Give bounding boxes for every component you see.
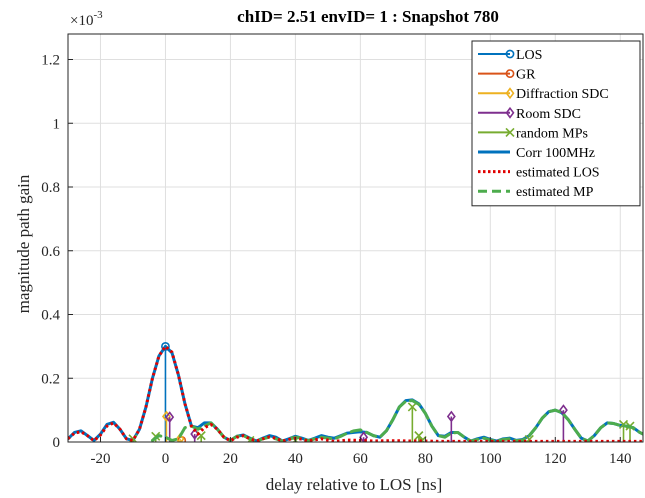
- legend-label: Room SDC: [516, 107, 581, 122]
- y-exponent-power: -3: [93, 9, 103, 21]
- y-exponent-base: ×10: [70, 13, 93, 29]
- legend-label: GR: [516, 68, 536, 83]
- legend-marker: [505, 127, 515, 137]
- stem-marker-random-mps-5: [407, 402, 417, 412]
- legend-item: random MPs: [478, 126, 588, 141]
- y-tick-label: 0.2: [41, 371, 60, 387]
- stem-marker-random-mps-6: [414, 431, 424, 441]
- legend-item: Diffraction SDC: [478, 87, 609, 102]
- stem-marker-random-mps-8: [524, 434, 534, 442]
- y-exponent-label: ×10-3: [70, 9, 103, 29]
- x-tick-label: 20: [223, 451, 238, 467]
- legend-label: Diffraction SDC: [516, 87, 609, 102]
- plot-area: [68, 341, 643, 442]
- legend-label: random MPs: [516, 126, 588, 141]
- legend-marker: [505, 87, 515, 100]
- y-axis-label: magnitude path gain: [14, 174, 33, 313]
- x-tick-label: 60: [353, 451, 368, 467]
- y-tick-label: 1.2: [41, 53, 60, 69]
- legend-box: [471, 40, 641, 207]
- stem-marker-room-sdc-3: [446, 410, 456, 423]
- legend-item: estimated MP: [478, 185, 594, 200]
- legend-item: LOS: [478, 48, 542, 63]
- legend: LOS GR Diffraction SDC Room SDC random MPs Co…: [471, 40, 641, 207]
- x-tick-label: 40: [288, 451, 303, 467]
- legend-label: estimated LOS: [516, 166, 600, 181]
- plot-frame: [67, 33, 644, 443]
- curve-estimated-mp: [150, 399, 643, 442]
- y-tick-label: 0.4: [41, 308, 60, 324]
- tick-layer: -20 0 20 40 60 80 100 120 140 0 0.2 0.4 0.6 0.8 1 1.2: [41, 53, 631, 468]
- legend-item: Corr 100MHz: [478, 146, 595, 161]
- stem-marker-room-sdc-0: [165, 411, 175, 424]
- curve-estimated-los: [68, 344, 643, 442]
- chart-title: chID= 2.51 envID= 1 : Snapshot 780: [237, 7, 499, 26]
- x-tick-label: 140: [609, 451, 632, 467]
- legend-marker: [505, 69, 515, 78]
- data-layer: [68, 341, 643, 442]
- legend-item: Room SDC: [478, 107, 581, 122]
- legend-label: LOS: [516, 48, 542, 63]
- x-tick-label: 100: [479, 451, 502, 467]
- legend-item: GR: [478, 68, 536, 83]
- x-tick-label: -20: [90, 451, 110, 467]
- legend-marker: [505, 106, 515, 119]
- x-tick-label: 120: [544, 451, 567, 467]
- x-tick-label: 80: [418, 451, 433, 467]
- y-tick-label: 1: [53, 116, 61, 132]
- legend-item: estimated LOS: [478, 166, 600, 181]
- legend-marker: [505, 49, 515, 59]
- y-tick-label: 0.8: [41, 180, 60, 196]
- x-axis-label: delay relative to LOS [ns]: [266, 475, 443, 494]
- y-tick-label: 0.6: [41, 244, 60, 260]
- stem-marker-diffraction-sdc-1: [175, 432, 185, 442]
- legend-label: estimated MP: [516, 185, 594, 200]
- stem-marker-random-mps-7: [417, 435, 427, 442]
- legend-label: Corr 100MHz: [516, 146, 595, 161]
- x-tick-label: 0: [162, 451, 170, 467]
- stem-marker-los-0: [161, 341, 170, 351]
- y-tick-label: 0: [53, 435, 61, 451]
